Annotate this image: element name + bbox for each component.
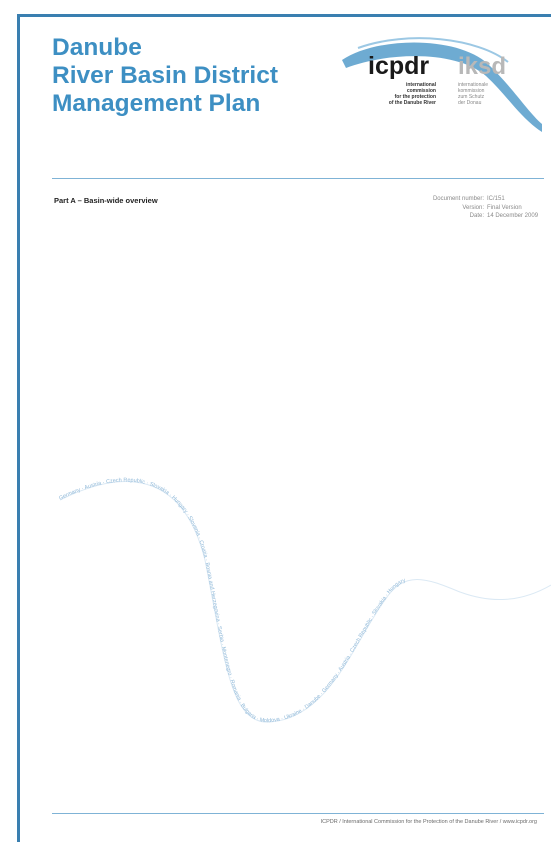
frame-top-border: [17, 14, 551, 17]
logo-right-text-1: internationale: [458, 82, 488, 88]
logo-left-text-4: of the Danube River: [389, 100, 436, 106]
logo-swoosh: [342, 42, 542, 132]
logo-right-text-4: der Donau: [458, 100, 482, 106]
wave-text-path: Germany · Austria · Czech Republic · Slo…: [58, 478, 406, 725]
wave-text: Germany · Austria · Czech Republic · Slo…: [58, 478, 406, 725]
doc-date-label: Date:: [469, 213, 484, 219]
icpdr-iksd-logo: icpdr iksd international commission for …: [342, 37, 542, 132]
logo-left-text-2: commission: [407, 88, 436, 94]
title-line-3: Management Plan: [52, 90, 261, 117]
logo-left-text-3: for the protection: [395, 94, 436, 100]
logo-swoosh-light: [357, 37, 509, 63]
header-divider: [52, 178, 544, 179]
logo-icpdr-wordmark: icpdr: [368, 52, 429, 80]
title-line-1: Danube: [52, 34, 142, 61]
title-line-2: River Basin District: [52, 62, 279, 89]
logo-right-text-2: kommission: [458, 88, 485, 94]
footer-divider: [52, 813, 544, 814]
doc-date-value: 14 December 2009: [487, 213, 539, 219]
document-info: Document number: IC/151 Version: Final V…: [433, 195, 541, 221]
footer-text: ICPDR / International Commission for the…: [320, 819, 537, 825]
doc-number-row: Document number: IC/151: [433, 195, 541, 204]
part-label: Part A – Basin-wide overview: [54, 196, 158, 205]
logo-right-text-3: zum Schutz: [458, 94, 485, 100]
doc-version-label: Version:: [462, 204, 484, 211]
logo-left-text-1: international: [406, 82, 437, 88]
doc-number-value: IC/151: [487, 196, 505, 202]
doc-version-value: Final Version: [487, 204, 522, 211]
logo-iksd-wordmark: iksd: [458, 53, 506, 80]
doc-version-row: Version: Final Version: [433, 204, 541, 213]
doc-date-row: Date: 14 December 2009: [433, 212, 541, 221]
frame-left-border: [17, 14, 20, 842]
document-title: Danube River Basin District Management P…: [52, 34, 278, 118]
doc-number-label: Document number:: [432, 196, 484, 202]
